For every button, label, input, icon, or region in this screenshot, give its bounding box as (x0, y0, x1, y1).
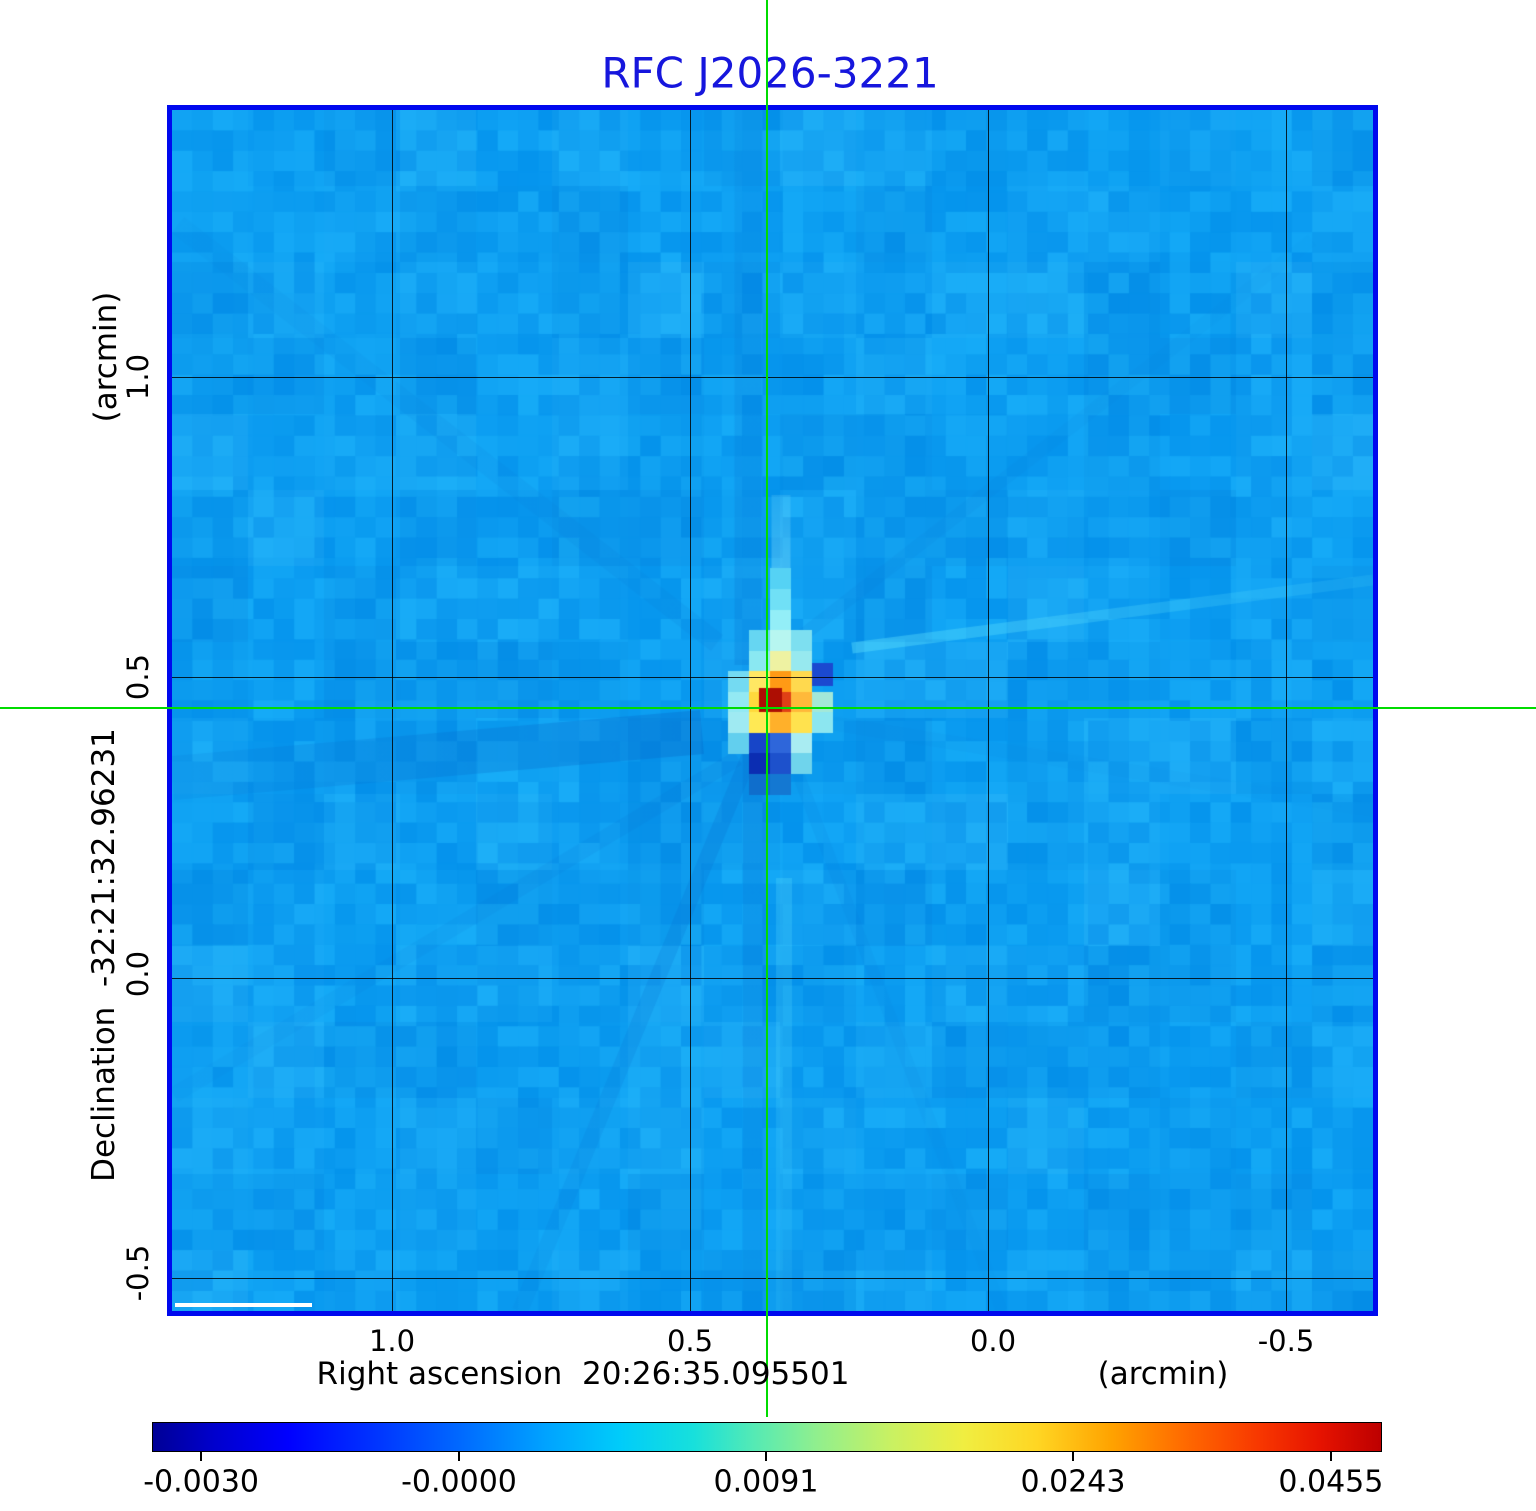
colorbar-label: 0.0455 (1278, 1464, 1384, 1500)
colorbar-tick (1329, 1452, 1332, 1461)
y-axis-tick: -0.5 (121, 1244, 155, 1302)
beam-scalebar (175, 1303, 312, 1307)
colorbar-label: -0.0030 (143, 1464, 260, 1500)
y-axis-unit: (arcmin) (88, 291, 124, 423)
x-axis-unit: (arcmin) (1097, 1356, 1229, 1392)
grid-line-horizontal (172, 1278, 1373, 1279)
y-axis-tick: 0.0 (121, 950, 155, 998)
colorbar (152, 1422, 1382, 1452)
plot-title: RFC J2026-3221 (601, 48, 939, 98)
grid-line-horizontal (172, 978, 1373, 979)
x-axis-tick: 0.0 (969, 1324, 1017, 1358)
sky-map-area (172, 110, 1373, 1311)
grid-line-vertical (392, 110, 393, 1311)
y-axis-tick: 0.5 (121, 653, 155, 701)
x-axis-label: Right ascension 20:26:35.095501 (316, 1356, 850, 1392)
x-axis-tick: -0.5 (1257, 1324, 1315, 1358)
grid-line-horizontal (172, 377, 1373, 378)
x-axis-tick: 1.0 (368, 1324, 416, 1358)
colorbar-label: -0.0000 (401, 1464, 517, 1500)
grid-line-vertical (1286, 110, 1287, 1311)
grid-line-vertical (690, 110, 691, 1311)
x-axis-tick: 0.5 (666, 1324, 714, 1358)
grid-line-horizontal (172, 677, 1373, 678)
y-axis-label: Declination -32:21:32.96231 (86, 728, 122, 1182)
grid-line-vertical (988, 110, 989, 1311)
sky-map-canvas (172, 110, 1373, 1311)
colorbar-tick (458, 1452, 460, 1461)
colorbar-tick (200, 1452, 203, 1461)
colorbar-label: 0.0091 (713, 1464, 819, 1500)
crosshair-horizontal-line (0, 707, 1536, 709)
y-axis-tick: 1.0 (121, 353, 155, 401)
colorbar-tick (1072, 1452, 1074, 1461)
colorbar-tick (765, 1452, 767, 1461)
colorbar-label: 0.0243 (1020, 1464, 1126, 1500)
